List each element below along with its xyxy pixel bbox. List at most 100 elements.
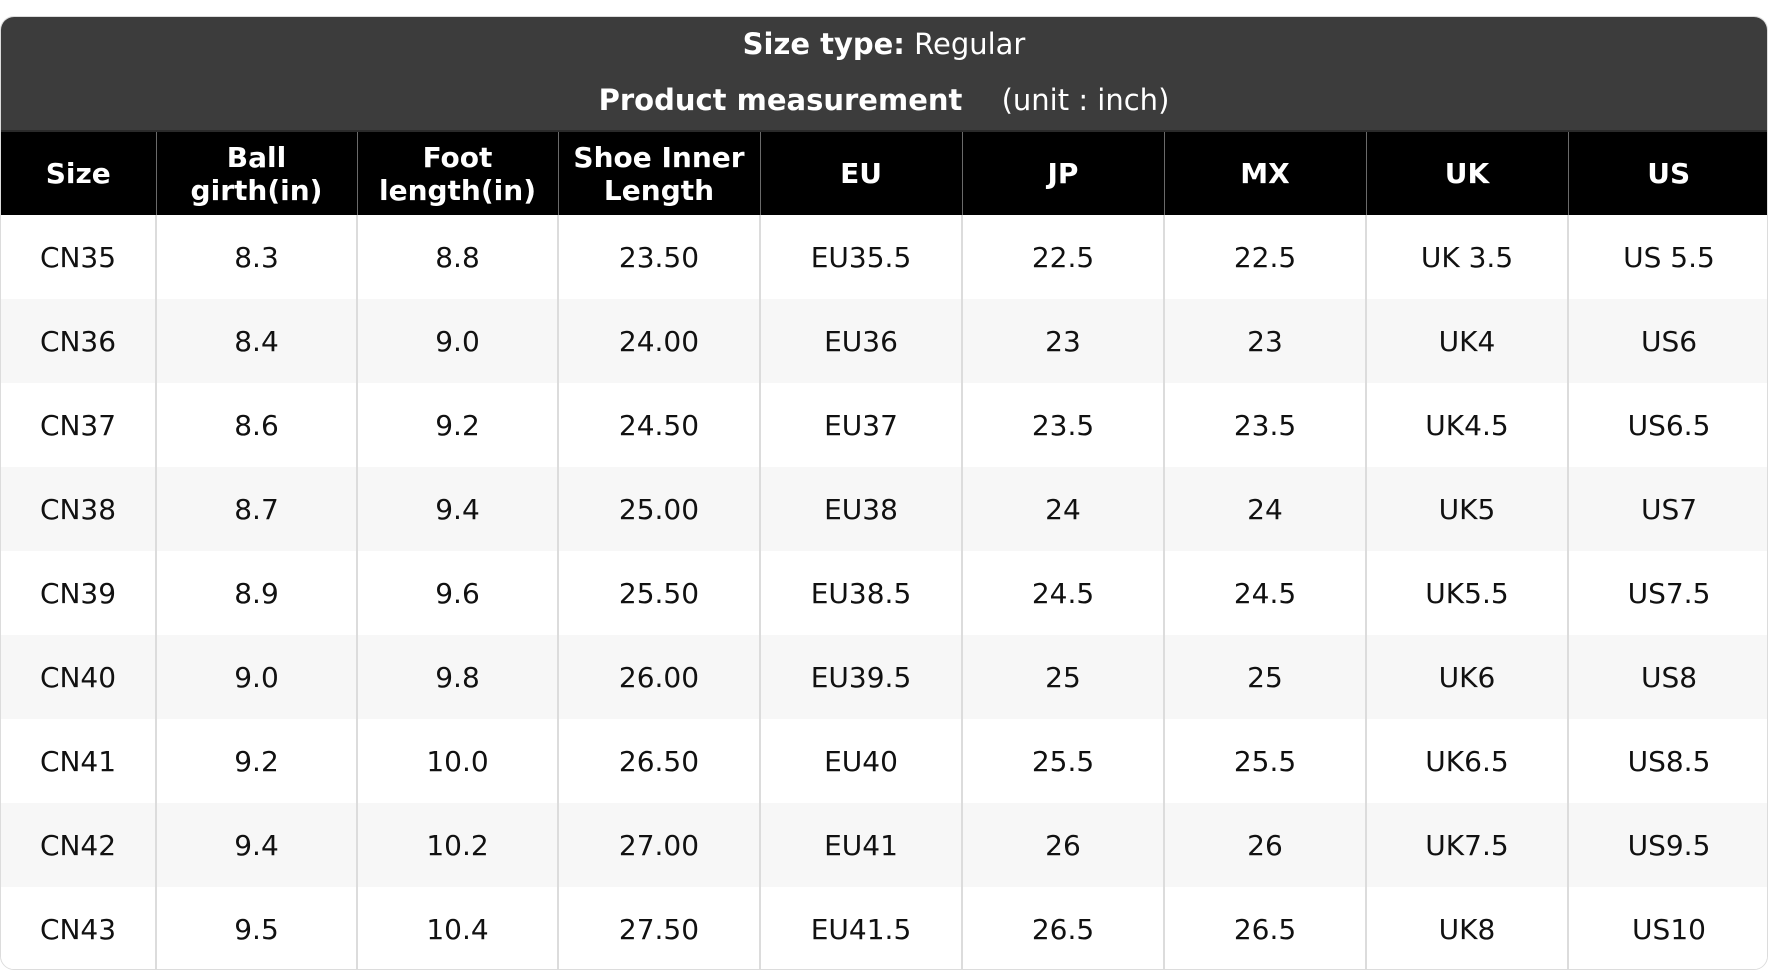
table-cell: 9.4 — [356, 467, 558, 551]
size-type-line: Size type: Regular — [1, 17, 1767, 72]
table-cell: CN38 — [1, 467, 156, 551]
table-cell: 26.5 — [961, 887, 1164, 969]
measurement-label: Product measurement — [598, 83, 963, 117]
table-cell: 24.50 — [557, 383, 760, 467]
table-cell: 25.5 — [1163, 719, 1366, 803]
column-header: Ball girth(in) — [155, 130, 357, 215]
table-cell: 24.5 — [961, 551, 1164, 635]
table-row: CN38 8.7 9.4 25.00 EU38 24 24 UK5 US7 — [1, 467, 1767, 551]
table-cell: US6.5 — [1567, 383, 1767, 467]
table-cell: EU38.5 — [759, 551, 962, 635]
table-cell: 25.50 — [557, 551, 760, 635]
table-cell: US7.5 — [1567, 551, 1767, 635]
measurement-line: Product measurement (unit : inch) — [1, 72, 1767, 130]
column-header-text: girth(in) — [190, 173, 323, 207]
table-cell: 25.00 — [557, 467, 760, 551]
table-cell: UK5 — [1365, 467, 1568, 551]
table-cell: 9.6 — [356, 551, 558, 635]
table-cell: 8.7 — [155, 467, 357, 551]
table-cell: 23.5 — [961, 383, 1164, 467]
table-cell: US8.5 — [1567, 719, 1767, 803]
table-cell: 22.5 — [961, 215, 1164, 299]
column-header-text: Size — [45, 157, 111, 190]
table-cell: US 5.5 — [1567, 215, 1767, 299]
table-cell: CN43 — [1, 887, 156, 969]
table-cell: 24 — [961, 467, 1164, 551]
table-cell: UK7.5 — [1365, 803, 1568, 887]
table-cell: US8 — [1567, 635, 1767, 719]
size-type-value: Regular — [914, 27, 1026, 61]
table-row: CN40 9.0 9.8 26.00 EU39.5 25 25 UK6 US8 — [1, 635, 1767, 719]
table-cell: EU35.5 — [759, 215, 962, 299]
table-cell: 23 — [961, 299, 1164, 383]
table-cell: 24.00 — [557, 299, 760, 383]
table-row: CN42 9.4 10.2 27.00 EU41 26 26 UK7.5 US9.5 — [1, 803, 1767, 887]
table-cell: 23.5 — [1163, 383, 1366, 467]
table-cell: 24 — [1163, 467, 1366, 551]
table-cell: 9.4 — [155, 803, 357, 887]
table-cell: 25.5 — [961, 719, 1164, 803]
table-cell: CN42 — [1, 803, 156, 887]
table-cell: US10 — [1567, 887, 1767, 969]
table-cell: EU39.5 — [759, 635, 962, 719]
table-cell: 26 — [961, 803, 1164, 887]
column-header: US — [1567, 130, 1767, 215]
table-cell: 26.50 — [557, 719, 760, 803]
column-header-text: Length — [603, 173, 715, 207]
table-cell: 26 — [1163, 803, 1366, 887]
table-cell: EU37 — [759, 383, 962, 467]
table-cell: 24.5 — [1163, 551, 1366, 635]
table-cell: 9.0 — [155, 635, 357, 719]
size-chart-banner: Size type: Regular Product measurement (… — [1, 17, 1767, 130]
table-cell: 8.9 — [155, 551, 357, 635]
table-cell: EU36 — [759, 299, 962, 383]
table-row: CN36 8.4 9.0 24.00 EU36 23 23 UK4 US6 — [1, 299, 1767, 383]
column-header: EU — [759, 130, 962, 215]
table-cell: CN39 — [1, 551, 156, 635]
table-body: CN35 8.3 8.8 23.50 EU35.5 22.5 22.5 UK 3.5 US 5.… — [1, 215, 1767, 969]
table-cell: 8.3 — [155, 215, 357, 299]
table-cell: 8.4 — [155, 299, 357, 383]
table-row: CN41 9.2 10.0 26.50 EU40 25.5 25.5 UK6.5 US8.5 — [1, 719, 1767, 803]
table-cell: UK6.5 — [1365, 719, 1568, 803]
table-cell: 22.5 — [1163, 215, 1366, 299]
column-header-text: Shoe Inner — [573, 140, 745, 174]
table-cell: 23.50 — [557, 215, 760, 299]
column-header: Size — [1, 130, 156, 215]
table-cell: 25 — [1163, 635, 1366, 719]
table-cell: 9.0 — [356, 299, 558, 383]
table-cell: CN37 — [1, 383, 156, 467]
table-cell: 9.2 — [155, 719, 357, 803]
table-cell: EU38 — [759, 467, 962, 551]
column-header-text: JP — [1047, 157, 1079, 190]
table-cell: 10.4 — [356, 887, 558, 969]
unit-text: (unit : inch) — [1001, 83, 1170, 117]
size-chart: Size type: Regular Product measurement (… — [0, 16, 1768, 970]
column-header: JP — [961, 130, 1164, 215]
column-header-text: Ball — [226, 140, 287, 174]
table-cell: 8.6 — [155, 383, 357, 467]
table-cell: US9.5 — [1567, 803, 1767, 887]
size-table: Size Ball girth(in) Foot length(in) Shoe Inne… — [1, 130, 1767, 969]
column-header-text: EU — [840, 157, 882, 190]
table-cell: CN40 — [1, 635, 156, 719]
table-row: CN35 8.3 8.8 23.50 EU35.5 22.5 22.5 UK 3.5 US 5.… — [1, 215, 1767, 299]
table-cell: CN41 — [1, 719, 156, 803]
table-cell: 9.8 — [356, 635, 558, 719]
table-cell: UK6 — [1365, 635, 1568, 719]
table-header-row: Size Ball girth(in) Foot length(in) Shoe Inne… — [1, 130, 1767, 215]
column-header-text: Foot — [422, 140, 493, 174]
table-cell: CN35 — [1, 215, 156, 299]
column-header-text: MX — [1240, 157, 1290, 190]
table-cell: 26.00 — [557, 635, 760, 719]
table-cell: EU40 — [759, 719, 962, 803]
table-row: CN43 9.5 10.4 27.50 EU41.5 26.5 26.5 UK8 US10 — [1, 887, 1767, 969]
table-cell: 23 — [1163, 299, 1366, 383]
column-header: UK — [1365, 130, 1568, 215]
table-cell: UK5.5 — [1365, 551, 1568, 635]
table-cell: UK4.5 — [1365, 383, 1568, 467]
table-cell: 10.0 — [356, 719, 558, 803]
table-cell: EU41 — [759, 803, 962, 887]
column-header-text: UK — [1444, 157, 1490, 190]
table-cell: UK 3.5 — [1365, 215, 1568, 299]
